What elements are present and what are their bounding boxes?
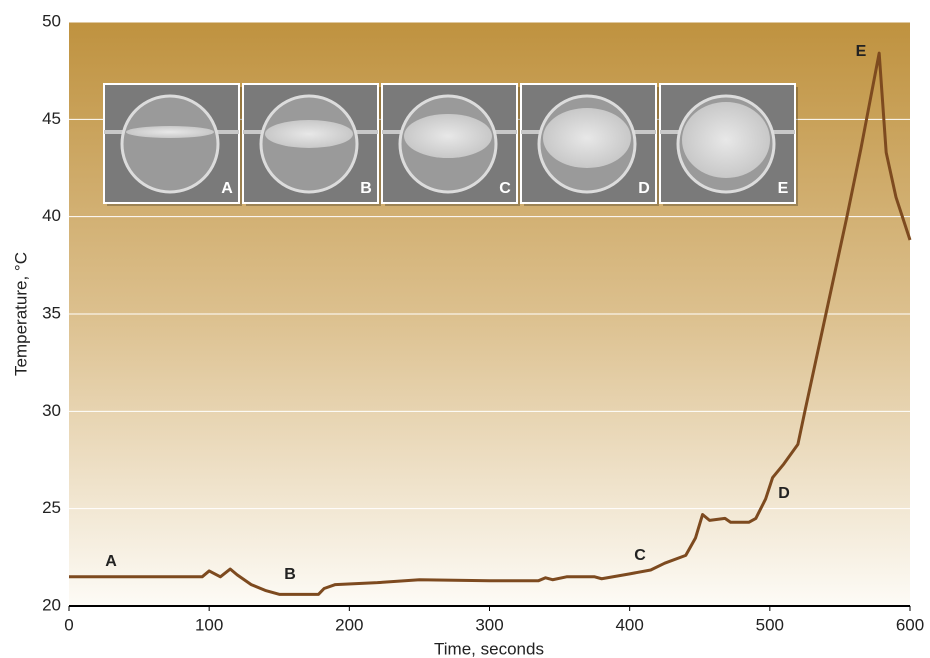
inset-label: A — [221, 180, 233, 197]
x-tick-label: 600 — [896, 615, 924, 634]
x-tick-label: 400 — [615, 615, 643, 634]
inset-ice — [682, 102, 770, 178]
inset-label: D — [638, 180, 650, 197]
point-annotation: D — [778, 485, 790, 502]
inset-label: E — [778, 180, 789, 197]
inset-label: B — [360, 180, 372, 197]
y-axis-title: Temperature, °C — [11, 252, 30, 376]
point-annotation: E — [856, 43, 867, 60]
inset-ice — [265, 120, 353, 148]
point-annotation: C — [634, 547, 646, 564]
y-tick-label: 50 — [42, 11, 61, 30]
y-tick-label: 30 — [42, 401, 61, 420]
y-tick-label: 25 — [42, 498, 61, 517]
x-tick-label: 200 — [335, 615, 363, 634]
point-annotation: B — [284, 566, 296, 583]
inset-ice — [404, 114, 492, 158]
inset-label: C — [499, 180, 511, 197]
x-tick-label: 500 — [756, 615, 784, 634]
inset-droplet — [122, 96, 218, 192]
y-tick-label: 45 — [42, 109, 61, 128]
x-axis-title: Time, seconds — [434, 639, 544, 658]
x-tick-label: 300 — [475, 615, 503, 634]
inset-ice — [126, 126, 214, 138]
y-tick-label: 35 — [42, 303, 61, 322]
x-tick-label: 0 — [64, 615, 73, 634]
x-tick-label: 100 — [195, 615, 223, 634]
point-annotation: A — [105, 553, 117, 570]
inset-ice — [543, 108, 631, 168]
y-tick-label: 20 — [42, 595, 61, 614]
y-tick-label: 40 — [42, 206, 61, 225]
chart: 202530354045500100200300400500600 ABCDE … — [0, 0, 930, 658]
